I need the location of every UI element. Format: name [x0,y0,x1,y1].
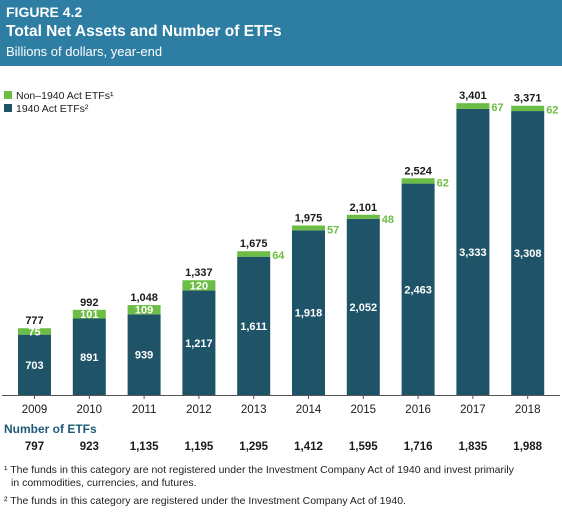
etf-count-value: 1,135 [129,441,159,453]
bar-total-label: 3,371 [514,93,542,105]
x-tick-label: 2017 [460,404,486,416]
bar-non1940-act [182,280,216,291]
x-tick-label: 2012 [186,404,212,416]
bar-non1940-act [237,251,271,257]
etf-count-row: 797 923 1,135 1,195 1,295 1,412 1,595 1,716 1,83… [0,441,562,457]
bar-non1940-act [456,103,490,109]
bar-total-label: 1,337 [185,267,213,279]
legend-label-1940: 1940 Act ETFs² [16,103,89,115]
x-tick-label: 2018 [515,404,541,416]
footnote-1-cont: in commodities, currencies, and futures. [11,477,197,489]
bar-non1940-act [127,305,161,315]
bar-total-label: 777 [25,315,43,327]
footnote-1: ¹ The funds in this category are not reg… [4,464,514,476]
x-tick-label: 2011 [132,404,157,416]
bar-non1940-act [511,105,545,112]
bar-1940-act [346,218,380,395]
bar-1940-act [72,318,106,395]
bar-label-non1940-act: 57 [327,224,339,236]
bar-1940-act [237,256,271,395]
bar-label-non1940-act: 48 [382,214,394,226]
bar-label-non1940-act: 109 [135,305,153,317]
bar-label-1940-act: 2,463 [404,284,432,296]
x-tick-label: 2014 [296,404,322,416]
bar-label-1940-act: 1,217 [185,338,213,350]
etf-count-value: 1,295 [239,441,269,453]
etf-count-value: 1,835 [458,441,488,453]
figure-subtitle: Billions of dollars, year-end [6,44,163,59]
bar-non1940-act [292,225,325,231]
x-tick-label: 2010 [77,404,103,416]
x-tick-label: 2013 [241,404,267,416]
bar-1940-act [18,334,51,395]
bar-label-non1940-act: 101 [80,309,98,321]
etf-count-value: 1,988 [513,441,543,453]
etf-count-value: 1,595 [348,441,378,453]
bar-label-1940-act: 3,308 [514,248,542,260]
bar-total-label: 1,675 [240,238,268,250]
etf-count-value: 1,195 [184,441,214,453]
bar-1940-act [292,230,325,395]
figure-header: FIGURE 4.2 Total Net Assets and Number o… [0,0,562,66]
x-tick-label: 2015 [351,404,377,416]
etf-count-value: 923 [79,441,99,453]
bar-label-non1940-act: 62 [437,177,449,189]
bar-non1940-act [18,328,51,335]
bar-total-label: 1,048 [130,292,158,304]
footnote-2: ² The funds in this category are registe… [4,495,406,507]
bar-non1940-act [401,178,435,184]
legend-label-non1940: Non–1940 Act ETFs¹ [16,90,114,102]
bar-label-non1940-act: 64 [272,250,285,262]
legend-swatch-1940 [4,104,12,112]
bar-label-non1940-act: 67 [491,102,503,114]
etf-count-heading: Number of ETFs [4,422,97,436]
x-tick-label: 2016 [405,404,431,416]
bar-label-1940-act: 1,918 [295,308,323,320]
bar-1940-act [127,314,161,395]
bar-total-label: 3,401 [459,90,487,102]
x-tick-label: 2009 [22,404,48,416]
figure-title: Total Net Assets and Number of ETFs [6,23,282,40]
bar-label-1940-act: 2,052 [350,302,378,314]
bar-non1940-act [346,214,380,219]
bar-label-non1940-act: 75 [28,326,40,338]
bar-label-non1940-act: 62 [546,105,558,117]
bar-total-label: 992 [80,297,98,309]
bar-label-1940-act: 939 [135,350,153,362]
bar-total-label: 1,975 [295,212,323,224]
legend-swatch-non1940 [4,91,12,99]
bar-label-1940-act: 703 [25,360,43,372]
bar-1940-act [401,183,435,395]
bar-label-non1940-act: 120 [190,280,208,292]
etf-count-value: 797 [24,441,45,453]
bar-1940-act [511,111,545,396]
figure-label: FIGURE 4.2 [6,4,83,20]
bar-total-label: 2,101 [350,202,378,214]
bar-total-label: 2,524 [404,165,432,177]
bar-label-1940-act: 1,611 [240,321,267,333]
bar-non1940-act [72,309,106,319]
bar-label-1940-act: 891 [80,352,98,364]
bar-1940-act [182,290,216,395]
etf-count-value: 1,716 [403,441,433,453]
bar-1940-act [456,108,490,396]
bar-label-1940-act: 3,333 [459,247,487,259]
etf-count-value: 1,412 [294,441,323,453]
